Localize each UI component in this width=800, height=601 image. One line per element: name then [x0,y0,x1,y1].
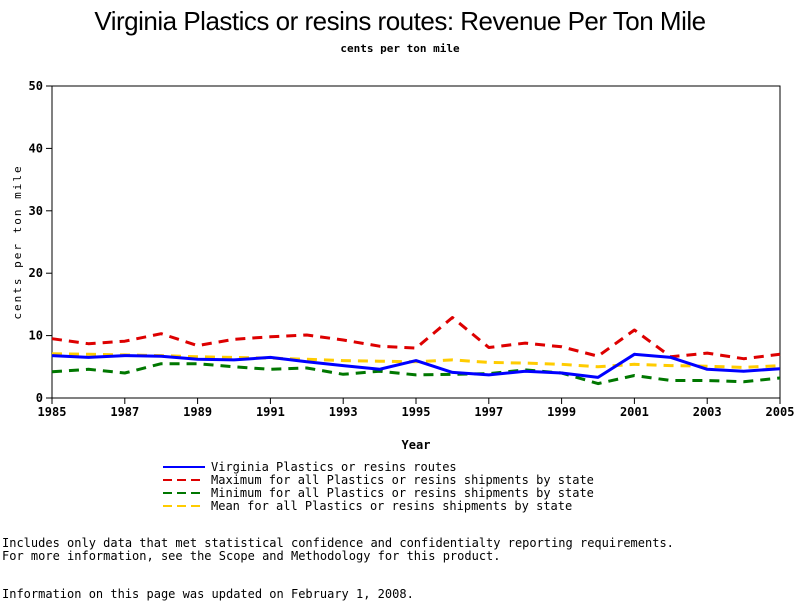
x-axis-title: Year [402,438,431,452]
series-line-virginia [51,352,781,379]
chart-subtitle: cents per ton mile [340,42,460,55]
y-tick-label: 50 [29,79,43,93]
footnote-methodology: For more information, see the Scope and … [2,549,501,563]
x-tick-label: 1997 [474,405,503,419]
x-axis-ticks: 1985 1987 1989 1991 1993 1995 1997 1999 2001 2003… [38,398,795,419]
x-tick-label: 1991 [256,405,285,419]
series-lines [51,316,781,386]
x-tick-label: 1993 [329,405,358,419]
x-tick-label: 1995 [402,405,431,419]
footnote-updated: Information on this page was updated on … [2,587,414,601]
x-tick-label: 1989 [183,405,212,419]
legend-swatch-dashed-red [163,479,205,481]
y-tick-label: 20 [29,266,43,280]
y-tick-label: 0 [36,391,43,405]
y-tick-label: 30 [29,204,43,218]
x-tick-label: 1985 [38,405,67,419]
legend-label: Minimum for all Plastics or resins shipm… [211,486,594,500]
footnote-confidentiality: Includes only data that met statistical … [2,536,674,550]
legend-swatch-dashed-yellow [163,505,205,507]
legend-label: Virginia Plastics or resins routes [211,460,457,474]
legend-swatch-solid-blue [163,466,205,468]
chart-title: Virginia Plastics or resins routes: Reve… [94,6,706,36]
x-tick-label: 2003 [693,405,722,419]
x-tick-label: 1999 [547,405,576,419]
y-axis-ticks: 0 10 20 30 40 50 [29,79,52,405]
plot-frame [51,85,781,399]
legend-swatch-dashed-green [163,492,205,494]
y-tick-label: 10 [29,329,43,343]
y-tick-label: 40 [29,141,43,155]
series-line-minimum [51,362,781,386]
x-tick-label: 2005 [766,405,795,419]
legend-label: Mean for all Plastics or resins shipment… [211,499,573,513]
legend-label: Maximum for all Plastics or resins shipm… [211,473,594,487]
series-line-maximum [51,316,781,361]
x-tick-label: 1987 [110,405,139,419]
y-axis-title: cents per ton mile [11,164,24,319]
x-tick-label: 2001 [620,405,649,419]
